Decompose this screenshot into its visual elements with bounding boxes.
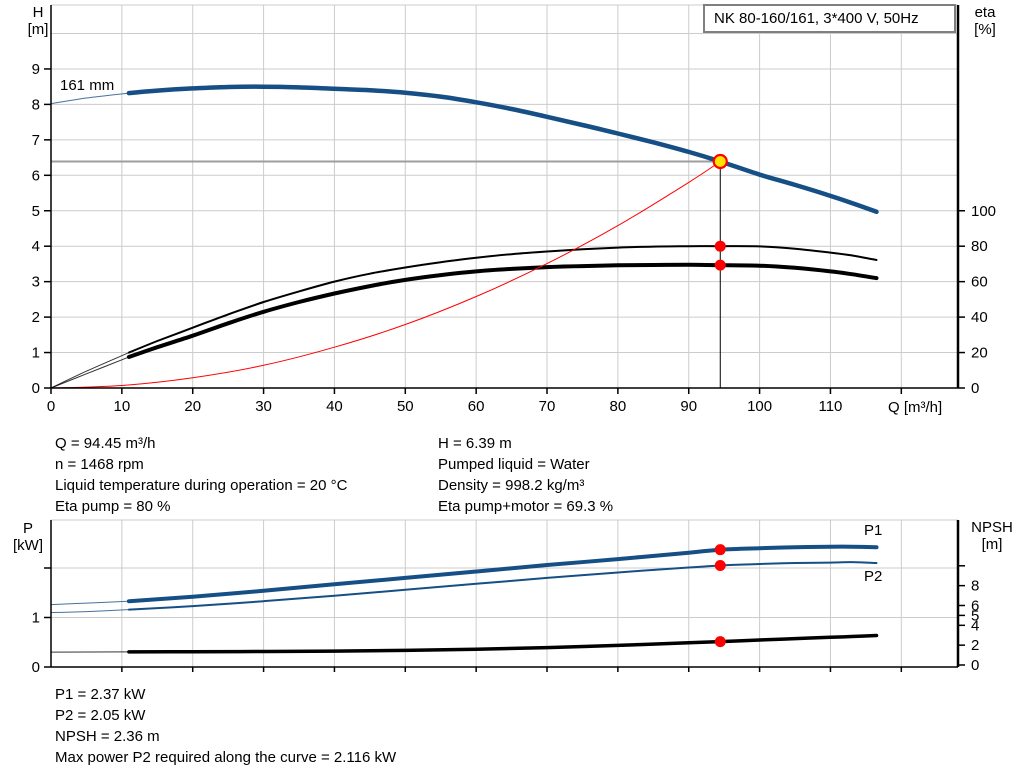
eta-pump-motor-curve	[126, 262, 879, 359]
eta-tick-label: 80	[971, 238, 988, 255]
p-axis-label: P [kW]	[6, 520, 50, 554]
p-tick-label: 1	[32, 610, 40, 627]
info-line-speed: n = 1468 rpm	[55, 456, 144, 473]
npsh-tick-label: 0	[971, 657, 979, 674]
h-tick-label: 6	[32, 167, 40, 184]
q-tick-label: 110	[818, 398, 842, 415]
p2-curve	[127, 561, 878, 611]
p2-curve-label: P2	[864, 568, 882, 585]
h-tick-label: 0	[32, 380, 40, 397]
info-line-q: Q = 94.45 m³/h	[55, 435, 156, 452]
npsh-axis-label-symbol: NPSH	[971, 519, 1013, 536]
npsh-tick-label: 8	[971, 578, 979, 595]
eta-tick-label: 60	[971, 274, 988, 291]
impeller-diameter-label: 161 mm	[60, 77, 115, 94]
h-axis-label-symbol: H	[32, 4, 44, 21]
npsh-tick-label: 2	[971, 637, 979, 654]
info-line-density: Density = 998.2 kg/m³	[438, 477, 585, 494]
info-line-eta-pump-motor: Eta pump+motor = 69.3 %	[438, 498, 614, 515]
power-info-block: P1 = 2.37 kW P2 = 2.05 kW NPSH = 2.36 m …	[55, 684, 396, 768]
q-tick-label: 90	[680, 398, 697, 415]
p2-curve-thin	[50, 609, 129, 613]
npsh-curve	[127, 633, 879, 654]
duty-info-right: H = 6.39 m Pumped liquid = Water Density…	[438, 433, 613, 517]
pump-title-box: NK 80-160/161, 3*400 V, 50Hz	[703, 4, 956, 33]
h-tick-label: 5	[32, 203, 40, 220]
info-line-max-power: Max power P2 required along the curve = …	[55, 749, 397, 766]
p-tick-label: 0	[32, 659, 40, 676]
q-tick-label: 50	[397, 398, 414, 415]
power-npsh-chart: 0 1 0 2 456 8 P1 P2	[32, 519, 979, 676]
h-tick-label: 8	[32, 96, 40, 113]
h-tick-label: 2	[32, 309, 40, 326]
duty-marker-eta-pump	[714, 240, 726, 252]
q-tick-label: 40	[326, 398, 343, 415]
qh-curve-thin	[50, 92, 129, 105]
info-line-pumped-liquid: Pumped liquid = Water	[438, 456, 590, 473]
q-tick-label: 70	[539, 398, 556, 415]
npsh-tick-label: 4	[971, 617, 979, 634]
q-tick-label: 60	[468, 398, 485, 415]
q-tick-label: 30	[255, 398, 272, 415]
p-axis-label-symbol: P	[22, 520, 33, 537]
info-line-p2: P2 = 2.05 kW	[55, 707, 146, 724]
h-tick-label: 9	[32, 61, 40, 78]
h-axis-label: H [m]	[22, 4, 54, 38]
duty-marker-npsh	[714, 636, 726, 648]
eta-tick-label: 40	[971, 309, 988, 326]
eta-tick-label: 0	[971, 380, 979, 397]
eta-tick-label: 20	[971, 345, 988, 362]
npsh-axis-label-unit: [m]	[981, 536, 1003, 553]
duty-marker-p2	[714, 560, 726, 572]
duty-marker-eta-pump-motor	[714, 259, 726, 271]
q-tick-label: 20	[184, 398, 201, 415]
info-line-npsh: NPSH = 2.36 m	[55, 728, 160, 745]
npsh-axis-label: NPSH [m]	[962, 519, 1022, 553]
duty-point-marker[interactable]	[712, 153, 728, 170]
qh-curve	[126, 84, 879, 215]
system-curve	[50, 161, 721, 389]
eta-tick-label: 100	[971, 203, 996, 220]
q-tick-label: 100	[747, 398, 772, 415]
h-tick-label: 4	[32, 238, 40, 255]
eta-pump-curve	[127, 245, 878, 354]
q-tick-label: 10	[114, 398, 131, 415]
h-axis-label-unit: [m]	[27, 21, 49, 38]
info-line-eta-pump: Eta pump = 80 %	[55, 498, 171, 515]
info-line-liquid-temp: Liquid temperature during operation = 20…	[55, 477, 348, 494]
q-tick-label: 80	[610, 398, 627, 415]
eta-axis-label: eta [%]	[963, 4, 1007, 38]
q-axis-label: Q [m³/h]	[888, 399, 943, 416]
eta-axis-label-unit: [%]	[974, 21, 996, 38]
p1-curve-label: P1	[864, 522, 882, 539]
h-tick-label: 1	[32, 345, 40, 362]
p1-curve-thin	[50, 600, 129, 606]
npsh-tick-label: 6	[971, 597, 979, 614]
npsh-tick-label: 5	[971, 607, 979, 624]
p-axis-label-unit: [kW]	[13, 537, 43, 554]
q-tick-label: 0	[47, 398, 55, 415]
info-line-p1: P1 = 2.37 kW	[55, 686, 146, 703]
eta-axis-label-symbol: eta	[974, 4, 996, 21]
p1-curve	[126, 544, 879, 604]
pump-title-text: NK 80-160/161, 3*400 V, 50Hz	[714, 10, 919, 27]
h-tick-label: 7	[32, 132, 40, 149]
info-line-h: H = 6.39 m	[438, 435, 512, 452]
eta-pump-motor-curve-thin	[50, 356, 130, 389]
eta-pump-curve-thin	[50, 352, 130, 389]
h-tick-label: 3	[32, 274, 40, 291]
duty-info-left: Q = 94.45 m³/h n = 1468 rpm Liquid tempe…	[55, 433, 347, 517]
duty-marker-p1	[714, 544, 726, 556]
